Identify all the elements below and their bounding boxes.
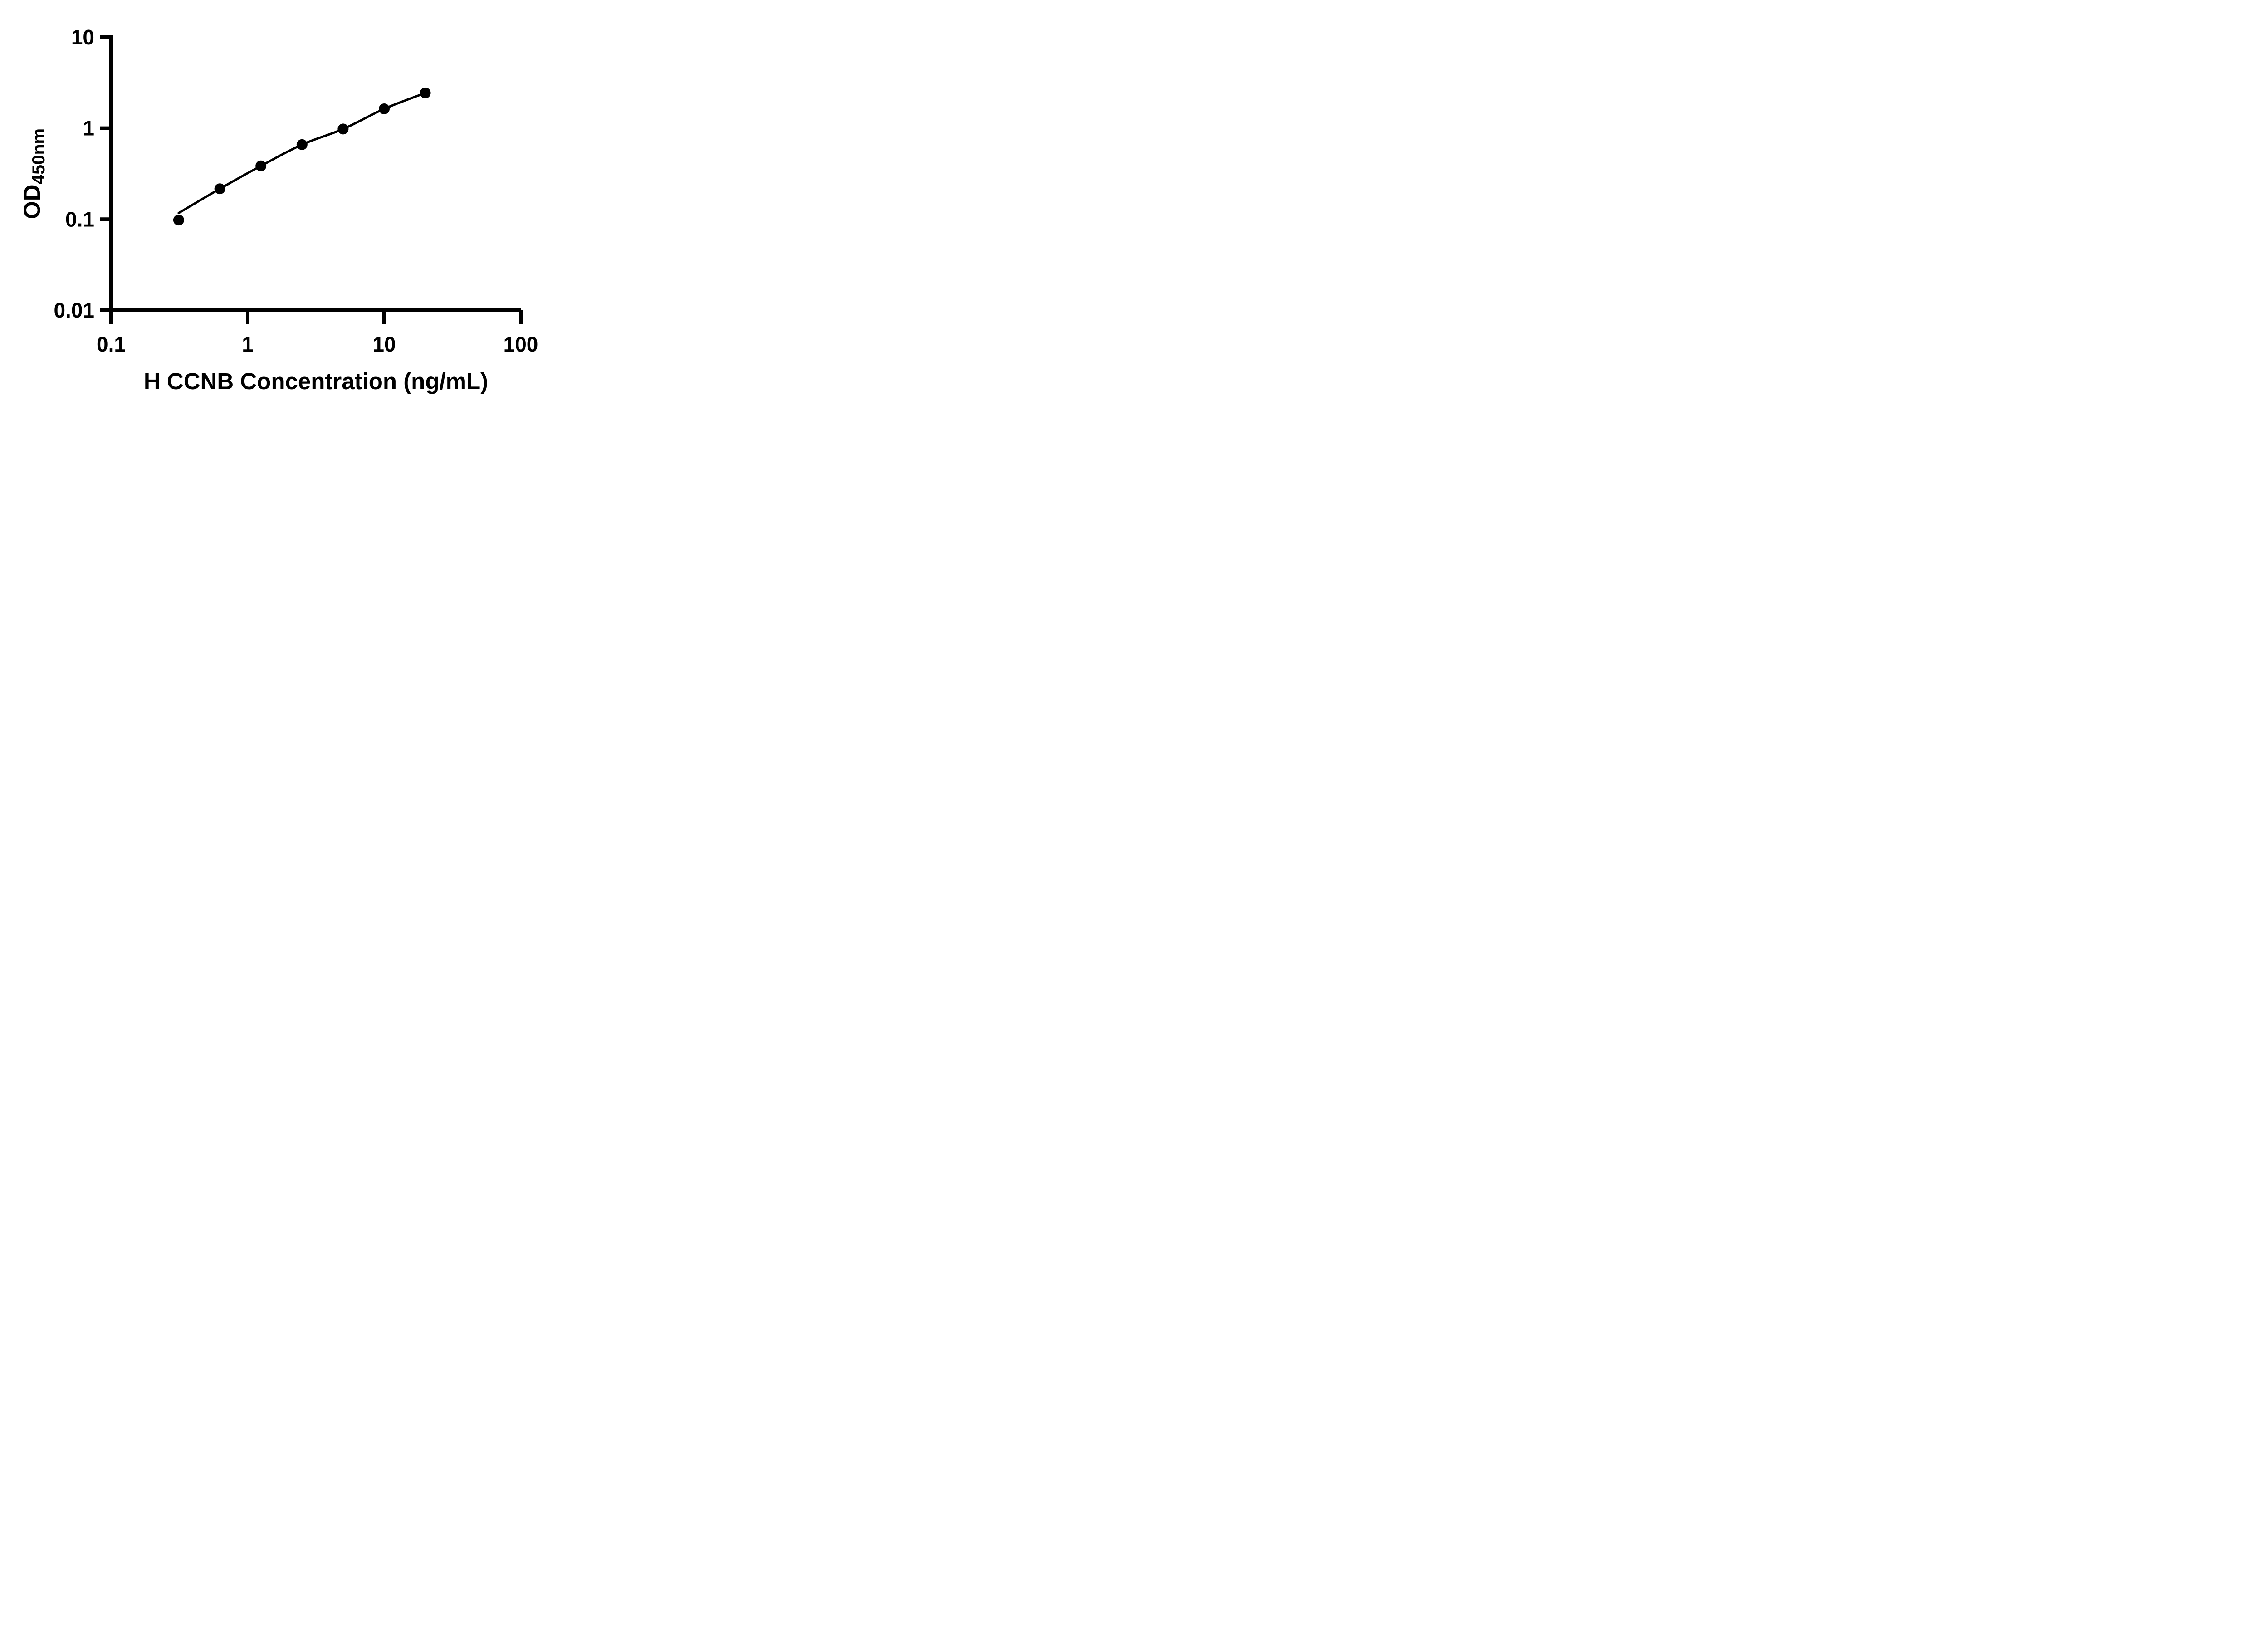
elisa-standard-curve-figure: 0.1 1 10 100 10 1 0.1 0.01 H CCNB Concentratio… bbox=[0, 0, 583, 408]
x-tick-label: 1 bbox=[242, 332, 254, 356]
x-tick-label: 0.1 bbox=[97, 332, 126, 356]
y-tick-label: 0.1 bbox=[65, 207, 94, 231]
axes bbox=[100, 35, 523, 324]
data-point bbox=[420, 87, 431, 98]
x-axis-ticks bbox=[109, 310, 523, 324]
data-point bbox=[296, 139, 308, 150]
x-axis-title: H CCNB Concentration (ng/mL) bbox=[144, 368, 488, 394]
y-axis-title-main: OD bbox=[19, 184, 45, 219]
data-series bbox=[173, 87, 431, 226]
y-axis-title: OD450nm bbox=[19, 128, 49, 219]
data-point bbox=[379, 103, 390, 114]
y-axis-ticks bbox=[100, 35, 111, 312]
y-axis-title-subscript: 450nm bbox=[29, 128, 49, 185]
axis-frame-line bbox=[109, 35, 521, 312]
x-tick-label: 10 bbox=[372, 332, 396, 356]
data-point bbox=[255, 160, 267, 171]
x-tick-label: 100 bbox=[503, 332, 538, 356]
y-tick-label: 10 bbox=[71, 25, 94, 49]
x-axis-tick-labels: 0.1 1 10 100 bbox=[97, 332, 538, 356]
axis-titles: H CCNB Concentration (ng/mL) OD450nm bbox=[19, 128, 488, 394]
y-axis-tick-labels: 10 1 0.1 0.01 bbox=[54, 25, 94, 322]
y-tick-label: 0.01 bbox=[54, 298, 94, 322]
data-point bbox=[173, 215, 184, 226]
data-point bbox=[214, 183, 225, 195]
data-points bbox=[173, 87, 431, 226]
data-point bbox=[337, 123, 349, 135]
y-tick-label: 1 bbox=[83, 117, 94, 140]
